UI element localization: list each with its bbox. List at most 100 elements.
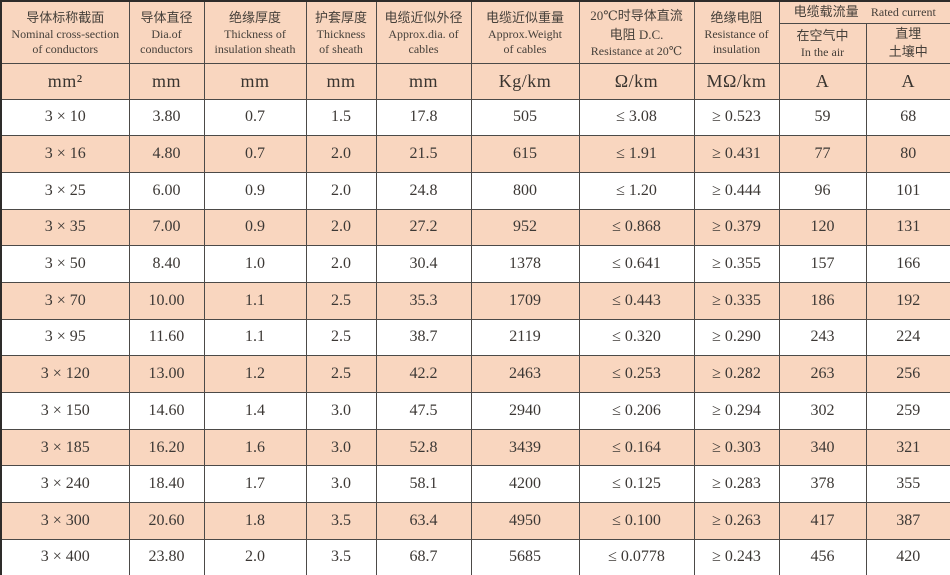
table-cell: 1378: [470, 245, 580, 283]
header-line: Thickness of: [224, 26, 286, 41]
table-cell: ≤ 0.641: [578, 245, 695, 283]
table-cell: 42.2: [375, 355, 472, 393]
header-rated-current-group: 电缆载流量 Rated current: [778, 0, 950, 24]
table-cell: ≥ 0.379: [693, 208, 780, 247]
table-cell: 3439: [470, 428, 580, 467]
table-cell: 1.1: [203, 281, 307, 320]
table-cell: 30.4: [375, 245, 472, 283]
table-row: 3 × 35 7.00 0.9 2.0 27.2 952 ≤ 0.868 ≥ 0.379 120…: [0, 208, 950, 247]
table-cell: 1.8: [203, 502, 307, 540]
table-cell: 10.00: [128, 281, 205, 320]
header-line: 电阻 D.C.: [609, 26, 664, 42]
table-row: 3 × 70 10.00 1.1 2.5 35.3 1709 ≤ 0.443 ≥ 0.335 1…: [0, 281, 950, 320]
table-row: 3 × 16 4.80 0.7 2.0 21.5 615 ≤ 1.91 ≥ 0.431 77 80: [0, 135, 950, 173]
table-cell: ≤ 0.100: [578, 502, 695, 540]
table-cell: ≥ 0.355: [693, 245, 780, 283]
table-cell: 131: [865, 208, 950, 247]
table-cell: 20.60: [128, 502, 205, 540]
table-row: 3 × 240 18.40 1.7 3.0 58.1 4200 ≤ 0.125 ≥ 0.283…: [0, 465, 950, 504]
header-in-the-air: 在空气中 In the air: [778, 22, 867, 64]
header-line: 土壤中: [888, 44, 928, 59]
table-cell: ≤ 0.125: [578, 465, 695, 504]
table-cell: 2.0: [305, 245, 377, 283]
table-cell: 1709: [470, 281, 580, 320]
table-cell: ≤ 0.206: [578, 392, 695, 430]
table-cell: 615: [470, 135, 580, 173]
table-cell: 800: [470, 171, 580, 210]
table-row: 3 × 400 23.80 2.0 3.5 68.7 5685 ≤ 0.0778 ≥ 0.24…: [0, 538, 950, 575]
header-line: 导体直径: [140, 9, 193, 25]
table-cell: 3.0: [305, 392, 377, 430]
header-line: 导体标称截面: [26, 9, 105, 25]
header-line: 绝缘厚度: [228, 9, 281, 25]
table-cell: 4950: [470, 502, 580, 540]
header-approx-weight: 电缆近似重量 Approx.Weight of cables: [470, 0, 580, 64]
header-approx-diameter: 电缆近似外径 Approx.dia. of cables: [375, 0, 472, 64]
table-cell: 2.5: [305, 318, 377, 357]
header-line: Approx.dia. of: [388, 26, 459, 41]
table-cell: 0.7: [203, 135, 307, 173]
header-dc-resistance: 20℃时导体直流 电阻 D.C. Resistance at 20℃: [578, 0, 695, 64]
table-cell: 59: [778, 98, 867, 137]
header-line: Resistance at 20℃: [590, 43, 683, 58]
table-cell: 120: [778, 208, 867, 247]
table-cell: 1.0: [203, 245, 307, 283]
table-cell: 3 × 120: [0, 355, 130, 393]
table-cell: ≤ 3.08: [578, 98, 695, 137]
table-cell: 2.5: [305, 281, 377, 320]
table-cell: 340: [778, 428, 867, 467]
unit-cell: Kg/km: [470, 62, 580, 100]
table-cell: 68: [865, 98, 950, 137]
table-cell: 52.8: [375, 428, 472, 467]
table-cell: 3 × 70: [0, 281, 130, 320]
header-line: conductors: [140, 41, 193, 56]
header-line: 电缆载流量: [793, 4, 859, 20]
unit-cell: A: [865, 62, 950, 100]
table-cell: 355: [865, 465, 950, 504]
table-cell: 378: [778, 465, 867, 504]
table-row: 3 × 120 13.00 1.2 2.5 42.2 2463 ≤ 0.253 ≥ 0.282…: [0, 355, 950, 393]
table-row: 3 × 25 6.00 0.9 2.0 24.8 800 ≤ 1.20 ≥ 0.444 96 10…: [0, 171, 950, 210]
table-cell: 1.5: [305, 98, 377, 137]
table-cell: 3 × 10: [0, 98, 130, 137]
table-cell: 3.5: [305, 502, 377, 540]
table-cell: 101: [865, 171, 950, 210]
header-insulation-resistance: 绝缘电阻 Resistance of insulation: [693, 0, 780, 64]
unit-cell: mm: [305, 62, 377, 100]
header-line: Rated current: [870, 5, 936, 20]
table-cell: ≥ 0.243: [693, 538, 780, 575]
table-cell: 23.80: [128, 538, 205, 575]
table-header: 导体标称截面 Nominal cross-section of conducto…: [0, 0, 950, 100]
header-conductor-diameter: 导体直径 Dia.of conductors: [128, 0, 205, 64]
table-cell: 16.20: [128, 428, 205, 467]
table-cell: 302: [778, 392, 867, 430]
table-cell: 3.0: [305, 465, 377, 504]
table-cell: 11.60: [128, 318, 205, 357]
unit-cell: A: [778, 62, 867, 100]
header-line: Nominal cross-section: [11, 26, 120, 41]
table-cell: 166: [865, 245, 950, 283]
table-cell: 38.7: [375, 318, 472, 357]
table-cell: 4.80: [128, 135, 205, 173]
table-cell: 3 × 185: [0, 428, 130, 467]
table-cell: 0.7: [203, 98, 307, 137]
table-cell: 417: [778, 502, 867, 540]
table-cell: 2119: [470, 318, 580, 357]
header-line: insulation: [712, 41, 761, 56]
table-cell: 505: [470, 98, 580, 137]
table-cell: 192: [865, 281, 950, 320]
table-cell: 2.0: [305, 135, 377, 173]
table-cell: 3 × 400: [0, 538, 130, 575]
table-cell: 27.2: [375, 208, 472, 247]
table-cell: 259: [865, 392, 950, 430]
unit-cell: mm: [203, 62, 307, 100]
unit-cell: mm²: [0, 62, 130, 100]
header-line: In the air: [800, 44, 845, 59]
table-cell: 2.0: [305, 208, 377, 247]
table-cell: ≥ 0.431: [693, 135, 780, 173]
table-cell: 952: [470, 208, 580, 247]
table-cell: 58.1: [375, 465, 472, 504]
table-cell: 47.5: [375, 392, 472, 430]
table-cell: 0.9: [203, 171, 307, 210]
